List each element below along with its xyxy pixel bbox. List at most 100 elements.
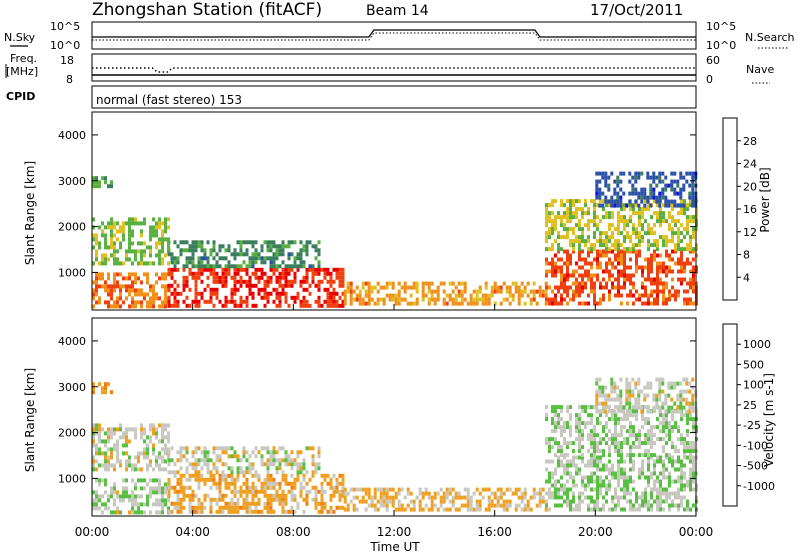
velocity-cell xyxy=(185,493,189,498)
power-cell xyxy=(391,293,395,298)
velocity-cell xyxy=(623,507,626,512)
power-cell xyxy=(671,207,674,212)
power-cell xyxy=(643,191,647,196)
velocity-cell xyxy=(224,505,228,510)
power-cell xyxy=(658,175,662,180)
power-cell xyxy=(551,231,554,236)
power-cell xyxy=(227,271,231,276)
velocity-cell xyxy=(596,421,599,426)
power-cell xyxy=(95,284,98,289)
power-cell xyxy=(581,273,584,278)
velocity-cell xyxy=(260,462,264,467)
power-cell xyxy=(284,264,288,269)
power-cell xyxy=(599,281,602,286)
velocity-cell xyxy=(406,487,410,492)
power-cell xyxy=(194,299,198,304)
power-cell xyxy=(578,207,581,212)
power-cell xyxy=(248,264,252,269)
power-cell xyxy=(341,271,345,276)
velocity-cell xyxy=(349,487,353,492)
velocity-cell xyxy=(373,495,377,500)
power-cell xyxy=(140,221,143,226)
velocity-cell xyxy=(257,497,261,502)
velocity-cell xyxy=(448,491,452,496)
velocity-cell xyxy=(281,505,285,510)
velocity-cell xyxy=(595,389,599,394)
power-cell xyxy=(119,288,122,293)
power-cell xyxy=(641,239,644,244)
power-cell xyxy=(641,285,644,290)
velocity-cell xyxy=(626,491,629,496)
velocity-cell xyxy=(587,483,590,488)
power-cell xyxy=(569,261,572,266)
velocity-cell xyxy=(346,503,350,508)
velocity-cell xyxy=(409,507,413,512)
power-cell xyxy=(454,297,458,302)
velocity-cell xyxy=(155,502,158,507)
power-cell xyxy=(581,207,584,212)
velocity-cell xyxy=(647,433,650,438)
power-cell xyxy=(650,261,653,266)
velocity-cell xyxy=(644,491,647,496)
power-cell xyxy=(152,296,155,301)
power-cell xyxy=(560,269,563,274)
power-cell xyxy=(110,304,113,309)
power-cell xyxy=(367,301,371,306)
velocity-cell xyxy=(682,405,686,410)
velocity-cell xyxy=(662,463,665,468)
velocity-cell xyxy=(665,495,668,500)
power-cell xyxy=(284,291,288,296)
power-cell xyxy=(616,199,620,204)
velocity-cell xyxy=(686,503,689,508)
velocity-cell xyxy=(662,413,665,418)
velocity-cell xyxy=(251,509,255,514)
power-cell xyxy=(98,261,101,266)
velocity-cell xyxy=(632,507,635,512)
velocity-cell xyxy=(593,425,596,430)
velocity-cell xyxy=(554,441,557,446)
velocity-cell xyxy=(299,466,303,471)
velocity-cell xyxy=(674,495,677,500)
power-cell xyxy=(616,183,620,188)
velocity-cell xyxy=(290,489,294,494)
power-cell xyxy=(628,199,632,204)
power-cell xyxy=(206,240,210,245)
power-cell xyxy=(161,241,164,246)
power-cell xyxy=(475,297,479,302)
power-cell xyxy=(656,281,659,286)
power-cell xyxy=(634,175,638,180)
power-cell xyxy=(590,277,593,282)
power-cell xyxy=(104,180,107,185)
velocity-cell xyxy=(602,503,605,508)
power-cell xyxy=(212,256,216,261)
velocity-cell xyxy=(599,491,602,496)
power-cell xyxy=(475,293,479,298)
velocity-cell xyxy=(287,481,291,486)
velocity-cell xyxy=(152,502,155,507)
power-cell xyxy=(382,297,386,302)
power-cell xyxy=(680,247,683,252)
power-cell xyxy=(134,304,137,309)
power-cell xyxy=(595,187,599,192)
power-cell xyxy=(311,279,315,284)
power-cell xyxy=(299,283,303,288)
power-cell xyxy=(197,256,201,261)
velocity-cell xyxy=(403,495,407,500)
velocity-cell xyxy=(623,491,626,496)
velocity-cell xyxy=(104,382,107,387)
power-cell xyxy=(278,303,282,308)
velocity-cell xyxy=(122,494,125,499)
velocity-cell xyxy=(158,486,161,491)
velocity-cell xyxy=(602,449,605,454)
velocity-cell xyxy=(197,505,201,510)
velocity-cell xyxy=(143,431,146,436)
power-cell xyxy=(646,171,650,176)
power-cell xyxy=(448,297,452,302)
velocity-cell xyxy=(251,489,255,494)
velocity-cell xyxy=(526,507,530,512)
power-cell xyxy=(137,288,140,293)
velocity-cell xyxy=(143,510,146,515)
power-cell xyxy=(616,179,620,184)
power-cell xyxy=(587,223,590,228)
velocity-cell xyxy=(314,489,318,494)
